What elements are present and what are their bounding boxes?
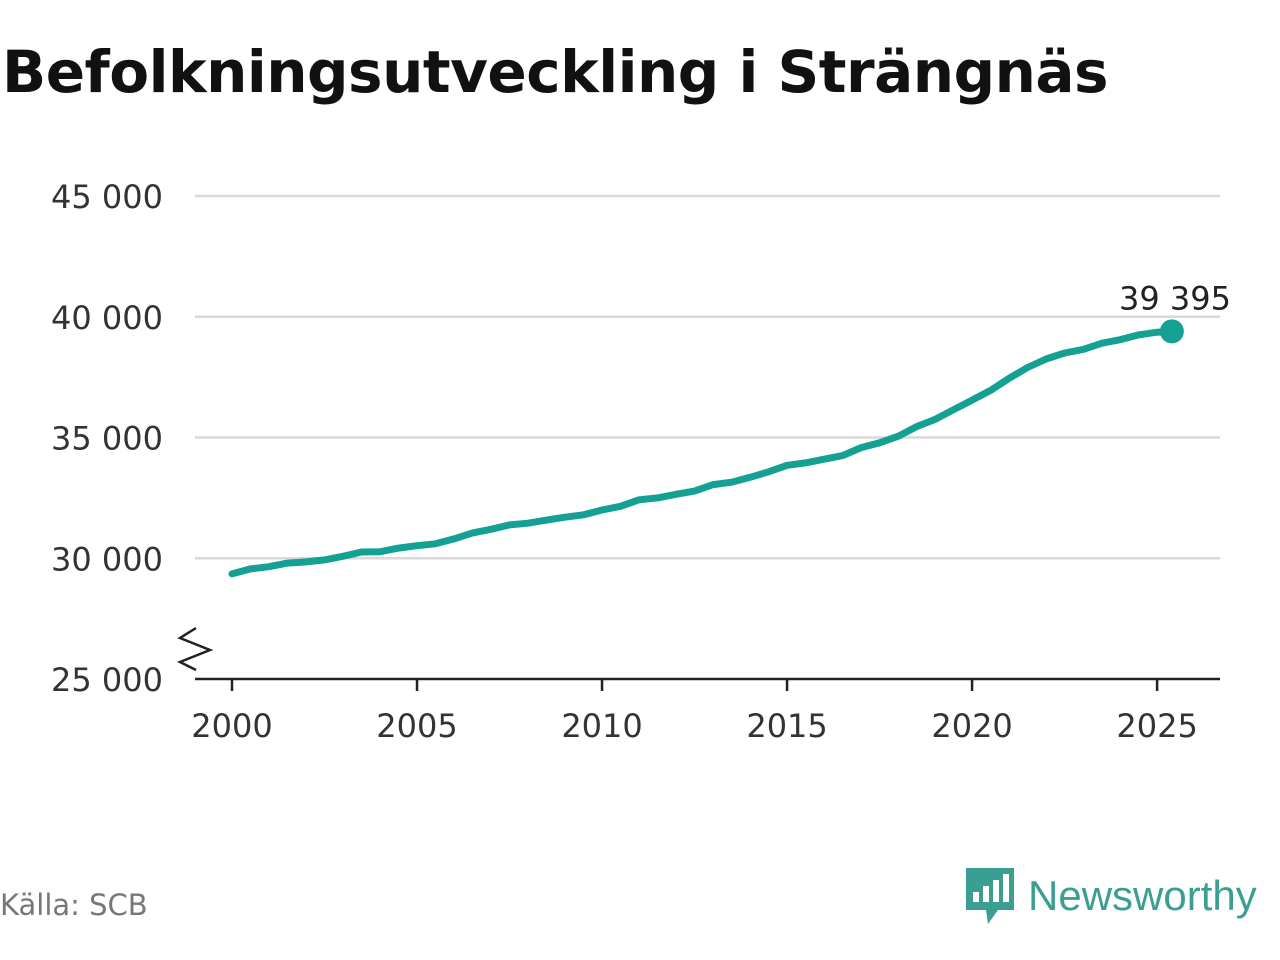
x-tick-label: 2020	[931, 707, 1012, 745]
y-tick-label: 45 000	[51, 178, 163, 216]
y-tick-label: 35 000	[51, 420, 163, 458]
brand-logo: Newsworthy	[962, 864, 1257, 928]
axis-break-zigzag	[176, 626, 214, 672]
brand-name: Newsworthy	[1028, 872, 1257, 919]
axis-break-icon	[176, 626, 214, 672]
x-tick-label: 2005	[376, 707, 457, 745]
y-axis-tick-labels: 25 000 30 000 35 000 40 000 45 000	[51, 178, 163, 699]
x-axis: 2000 2005 2010 2015 2020 2025	[191, 677, 1220, 745]
series-line	[228, 327, 1176, 578]
x-tick-label: 2000	[191, 707, 272, 745]
y-tick-label: 25 000	[51, 661, 163, 699]
source-note: Källa: SCB	[0, 888, 148, 922]
x-tick-label: 2025	[1116, 707, 1197, 745]
y-tick-label: 40 000	[51, 299, 163, 337]
series-group: 39 395	[228, 279, 1231, 578]
x-tick-label: 2010	[561, 707, 642, 745]
chart-title: Befolkningsutveckling i Strängnäs	[2, 38, 1109, 106]
newsworthy-logo-icon	[966, 868, 1014, 924]
y-tick-label: 30 000	[51, 540, 163, 578]
x-tick-label: 2015	[746, 707, 827, 745]
grid-lines	[195, 194, 1220, 560]
end-value-label: 39 395	[1119, 279, 1231, 317]
end-point-marker	[1159, 319, 1184, 344]
